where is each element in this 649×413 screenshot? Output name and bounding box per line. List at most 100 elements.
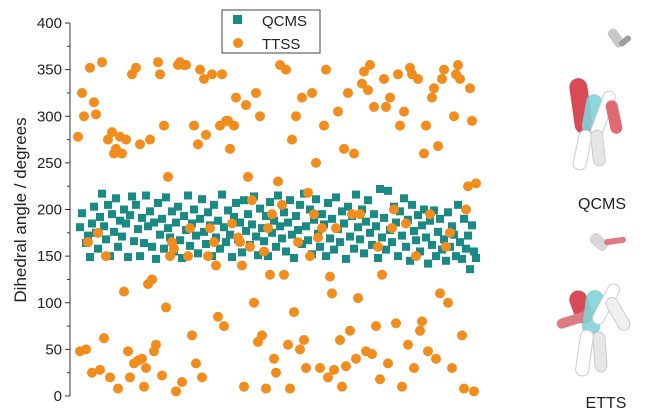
qcms-point (380, 213, 388, 222)
qcms-point (326, 234, 334, 243)
ttss-point (147, 274, 157, 285)
ttss-point (319, 120, 329, 131)
ttss-point (281, 64, 291, 75)
qcms-point (138, 213, 146, 222)
ttss-point (97, 57, 107, 68)
qcms-point (156, 230, 164, 239)
ttss-point (139, 381, 149, 392)
qcms-point (448, 222, 456, 231)
ttss-point (255, 111, 265, 122)
ttss-point (449, 111, 459, 122)
qcms-point (388, 238, 396, 247)
ttss-point (141, 363, 151, 374)
qcms-point (196, 214, 204, 223)
qcms-point (442, 256, 450, 265)
qcms-point (418, 221, 426, 230)
qcms-point (318, 210, 326, 219)
qcms-point (228, 253, 236, 262)
qcms-point (152, 254, 160, 263)
ttss-point (225, 143, 235, 154)
qcms-point (458, 254, 466, 263)
qcms-point (90, 202, 98, 211)
qcms-point (466, 265, 474, 274)
qcms-point (192, 231, 200, 240)
qcms-point (244, 210, 252, 219)
ttss-point (169, 243, 179, 254)
qcms-point (370, 210, 378, 219)
qcms-point (352, 190, 360, 199)
ttss-point (201, 129, 211, 140)
qcms-point (126, 211, 134, 220)
qcms-point (240, 196, 248, 205)
ttss-point (411, 251, 421, 262)
qcms-point (440, 235, 448, 244)
qcms-point (174, 202, 182, 211)
qcms-point (150, 218, 158, 227)
ttss-point (453, 59, 463, 70)
qcms-point (84, 231, 92, 240)
qcms-point (392, 218, 400, 227)
qcms-point (128, 192, 136, 201)
ttss-point (257, 330, 267, 341)
qcms-point (304, 236, 312, 245)
ttss-point (309, 209, 319, 220)
qcms-point (210, 200, 218, 209)
qcms-point (422, 233, 430, 242)
qcms-point (188, 219, 196, 228)
ttss-point (393, 69, 403, 80)
ttss-point (441, 241, 451, 252)
ttss-point (153, 57, 163, 68)
ttss-point (237, 260, 247, 271)
qcms-point (316, 242, 324, 251)
y-tick-label: 100 (37, 295, 62, 312)
qcms-point (114, 242, 122, 251)
qcms-point (396, 207, 404, 216)
qcms-point (222, 238, 230, 247)
ttss-point (385, 92, 395, 103)
qcms-point (456, 238, 464, 247)
legend: QCMS TTSS (221, 9, 321, 54)
ttss-point (205, 223, 215, 234)
qcms-point (178, 253, 186, 262)
legend-marker-qcms (233, 15, 242, 24)
ttss-point (297, 92, 307, 103)
ttss-point (461, 204, 471, 215)
qcms-point (88, 219, 96, 228)
qcms-point (360, 249, 368, 258)
qcms-point (406, 256, 414, 265)
ttss-point (301, 363, 311, 374)
qcms-point (96, 212, 104, 221)
qcms-point (294, 226, 302, 235)
y-axis-title: Dihedral angle / degrees (11, 117, 30, 302)
qcms-point (426, 216, 434, 225)
ttss-point (345, 325, 355, 336)
ttss-point (279, 269, 289, 280)
qcms-point (256, 204, 264, 213)
ttss-point (263, 223, 273, 234)
qcms-point (202, 240, 210, 249)
ttss-point (383, 358, 393, 369)
qcms-point (430, 206, 438, 215)
ttss-point (343, 87, 353, 98)
ttss-point (93, 227, 103, 238)
ttss-point (217, 69, 227, 80)
ttss-point (445, 227, 455, 238)
ttss-point (203, 251, 213, 262)
qcms-point (100, 222, 108, 231)
ttss-point (379, 73, 389, 84)
ttss-point (107, 127, 117, 138)
qcms-point (472, 253, 480, 262)
ttss-point (429, 83, 439, 94)
qcms-point (166, 233, 174, 242)
ttss-point (283, 339, 293, 350)
qcms-point (332, 193, 340, 202)
qcms-point (366, 228, 374, 237)
ttss-point (295, 344, 305, 355)
ttss-point (219, 321, 229, 332)
ttss-point (85, 62, 95, 73)
qcms-point (454, 200, 462, 209)
ttss-point (389, 204, 399, 215)
ttss-point (101, 251, 111, 262)
qcms-point (394, 252, 402, 261)
ttss-point (313, 232, 323, 243)
